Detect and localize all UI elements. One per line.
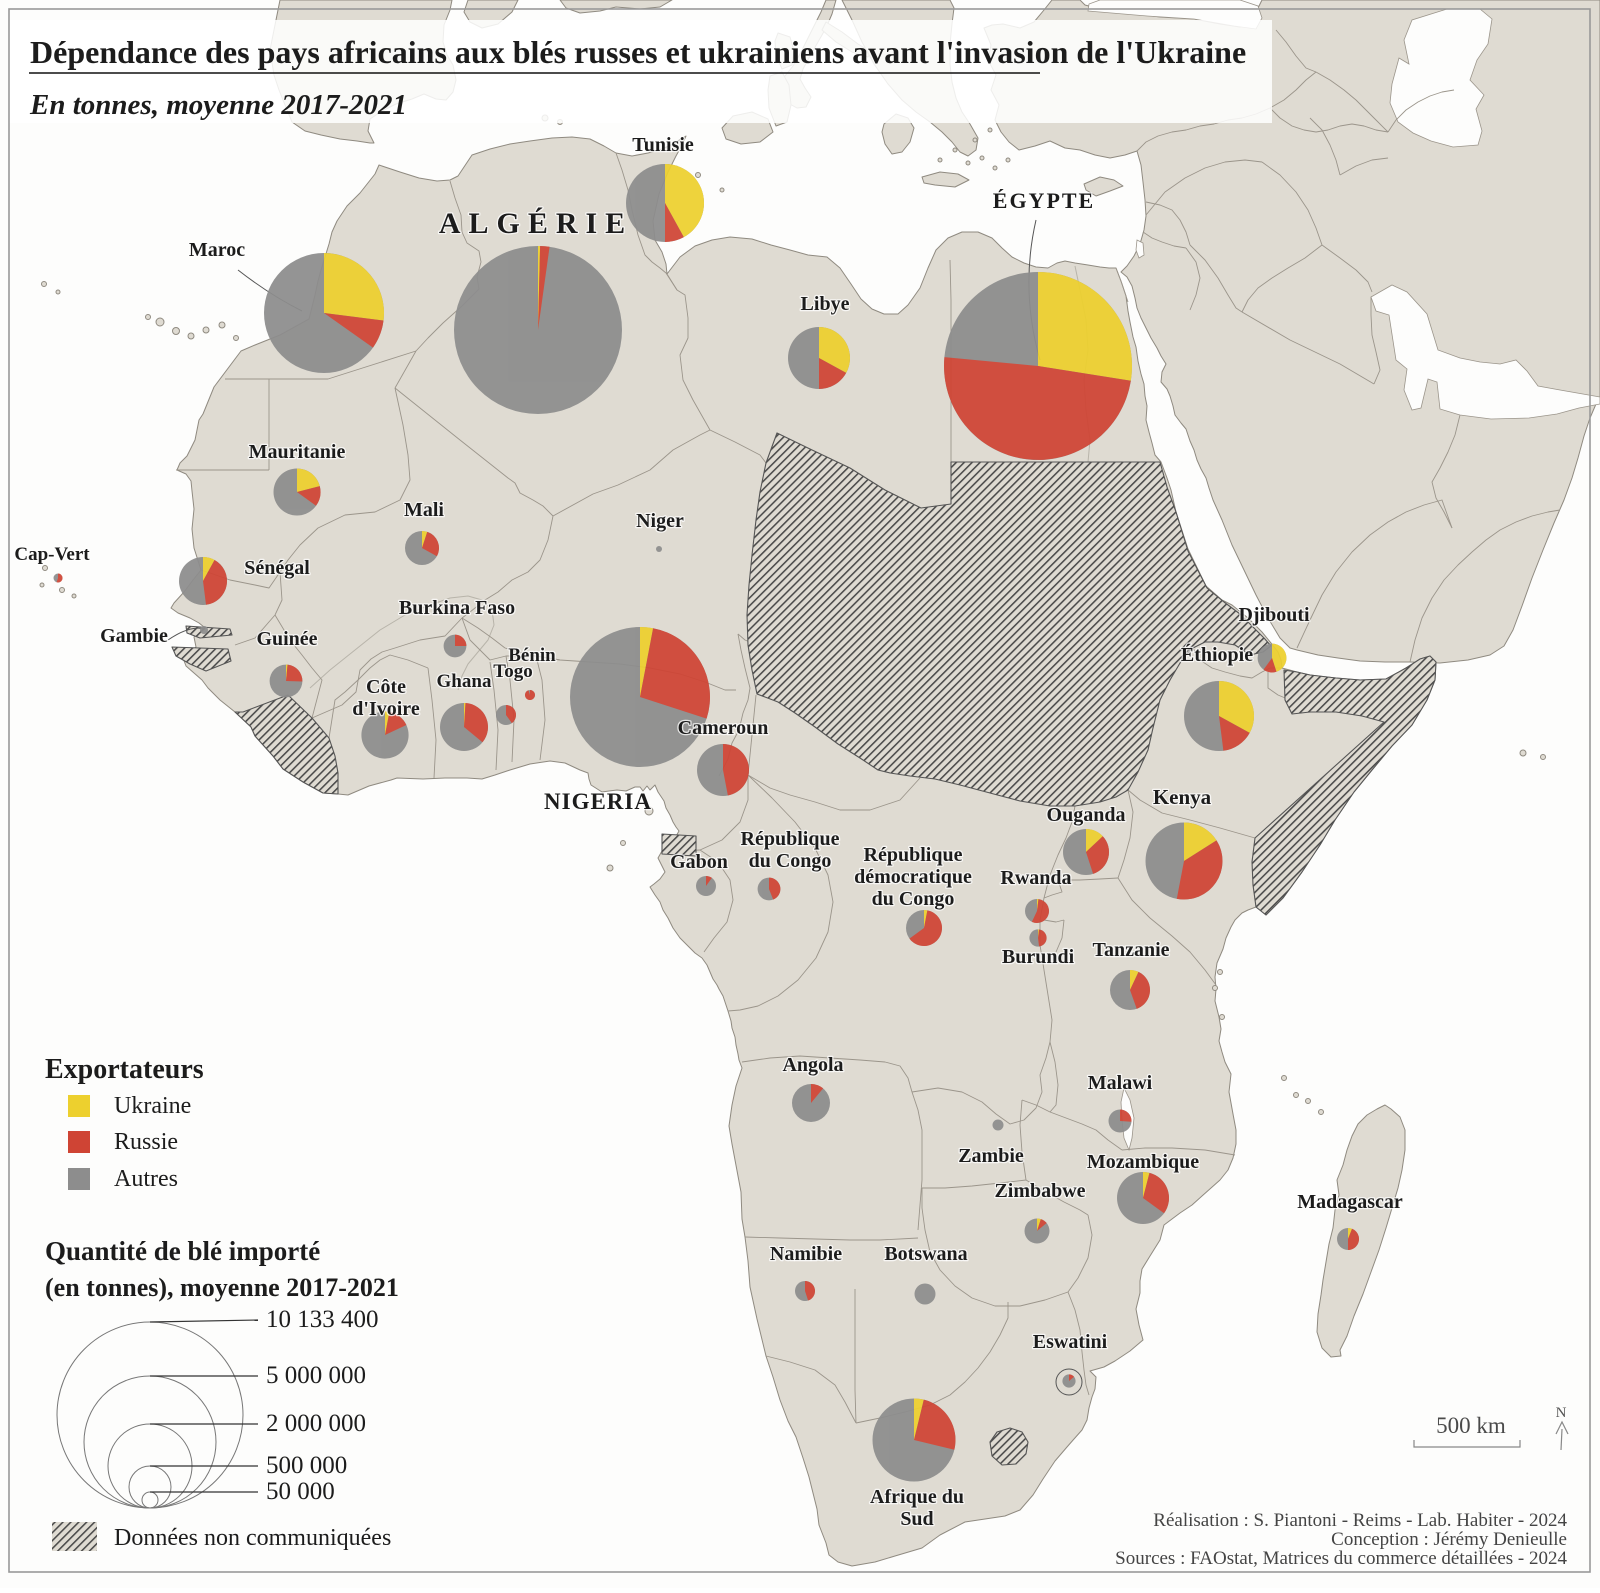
svg-text:Niger: Niger bbox=[636, 510, 684, 532]
svg-text:Bénin: Bénin bbox=[508, 645, 556, 666]
svg-text:Éthiopie: Éthiopie bbox=[1181, 643, 1253, 666]
svg-text:Angola: Angola bbox=[782, 1054, 843, 1076]
svg-text:Conception : Jérémy Denieulle: Conception : Jérémy Denieulle bbox=[1331, 1529, 1567, 1550]
svg-text:d'Ivoire: d'Ivoire bbox=[352, 698, 420, 720]
svg-text:Rwanda: Rwanda bbox=[1000, 867, 1071, 889]
svg-text:Libye: Libye bbox=[801, 293, 850, 315]
svg-text:Cap-Vert: Cap-Vert bbox=[14, 544, 90, 565]
svg-text:Cameroun: Cameroun bbox=[678, 717, 769, 739]
svg-text:Quantité de blé importé: Quantité de blé importé bbox=[45, 1236, 320, 1266]
svg-text:Côte: Côte bbox=[366, 676, 406, 698]
svg-text:Gambie: Gambie bbox=[100, 625, 168, 647]
svg-text:Kenya: Kenya bbox=[1153, 785, 1212, 809]
svg-text:N: N bbox=[1556, 1405, 1567, 1421]
svg-text:50 000: 50 000 bbox=[266, 1478, 335, 1505]
svg-text:Eswatini: Eswatini bbox=[1033, 1331, 1108, 1353]
svg-text:Tunisie: Tunisie bbox=[632, 134, 694, 156]
svg-text:Ukraine: Ukraine bbox=[114, 1093, 191, 1119]
svg-text:Exportateurs: Exportateurs bbox=[45, 1054, 204, 1085]
svg-text:Mozambique: Mozambique bbox=[1087, 1151, 1199, 1173]
svg-text:Sénégal: Sénégal bbox=[244, 557, 310, 579]
svg-text:Données non communiquées: Données non communiquées bbox=[114, 1525, 391, 1551]
svg-text:démocratique: démocratique bbox=[854, 866, 972, 888]
svg-text:Ghana: Ghana bbox=[437, 671, 492, 692]
svg-text:Malawi: Malawi bbox=[1088, 1072, 1153, 1094]
svg-text:Russie: Russie bbox=[114, 1129, 178, 1155]
svg-text:Sud: Sud bbox=[900, 1508, 933, 1530]
svg-text:ALGÉRIE: ALGÉRIE bbox=[439, 207, 633, 240]
svg-text:500 000: 500 000 bbox=[266, 1452, 347, 1479]
svg-text:République: République bbox=[741, 828, 840, 850]
svg-text:Burundi: Burundi bbox=[1002, 946, 1075, 968]
svg-text:Zambie: Zambie bbox=[958, 1145, 1024, 1167]
svg-text:500 km: 500 km bbox=[1436, 1413, 1506, 1438]
svg-text:République: République bbox=[864, 844, 963, 866]
svg-text:En tonnes, moyenne 2017-2021: En tonnes, moyenne 2017-2021 bbox=[29, 89, 407, 121]
svg-text:Namibie: Namibie bbox=[770, 1243, 842, 1265]
svg-text:Guinée: Guinée bbox=[256, 628, 317, 650]
svg-text:Mali: Mali bbox=[404, 499, 444, 521]
svg-text:5 000 000: 5 000 000 bbox=[266, 1362, 366, 1389]
svg-text:Togo: Togo bbox=[493, 661, 532, 682]
svg-text:Sources : FAOstat, Matrices du: Sources : FAOstat, Matrices du commerce … bbox=[1115, 1548, 1567, 1569]
svg-text:Dépendance des pays africains: Dépendance des pays africains aux blés r… bbox=[30, 34, 1246, 70]
svg-text:Autres: Autres bbox=[114, 1166, 178, 1192]
svg-text:Maroc: Maroc bbox=[189, 239, 245, 261]
svg-text:Zimbabwe: Zimbabwe bbox=[994, 1180, 1085, 1202]
svg-text:Afrique du: Afrique du bbox=[870, 1486, 964, 1508]
svg-text:Burkina Faso: Burkina Faso bbox=[399, 597, 515, 619]
svg-text:Réalisation : S. Piantoni - Re: Réalisation : S. Piantoni - Reims - Lab.… bbox=[1153, 1510, 1567, 1531]
svg-text:Madagascar: Madagascar bbox=[1297, 1191, 1403, 1213]
svg-text:2 000 000: 2 000 000 bbox=[266, 1410, 366, 1437]
svg-text:NIGERIA: NIGERIA bbox=[544, 789, 652, 814]
svg-text:Gabon: Gabon bbox=[670, 851, 728, 873]
svg-text:ÉGYPTE: ÉGYPTE bbox=[993, 188, 1095, 213]
svg-text:Ouganda: Ouganda bbox=[1047, 804, 1126, 826]
svg-text:10 133 400: 10 133 400 bbox=[266, 1306, 379, 1333]
svg-text:Djibouti: Djibouti bbox=[1238, 604, 1310, 626]
svg-text:Mauritanie: Mauritanie bbox=[249, 441, 346, 463]
svg-text:du Congo: du Congo bbox=[872, 888, 955, 910]
svg-text:(en tonnes), moyenne 2017-2021: (en tonnes), moyenne 2017-2021 bbox=[45, 1273, 399, 1302]
svg-text:Tanzanie: Tanzanie bbox=[1092, 939, 1169, 961]
svg-text:Botswana: Botswana bbox=[884, 1243, 967, 1265]
svg-text:du Congo: du Congo bbox=[749, 850, 832, 872]
